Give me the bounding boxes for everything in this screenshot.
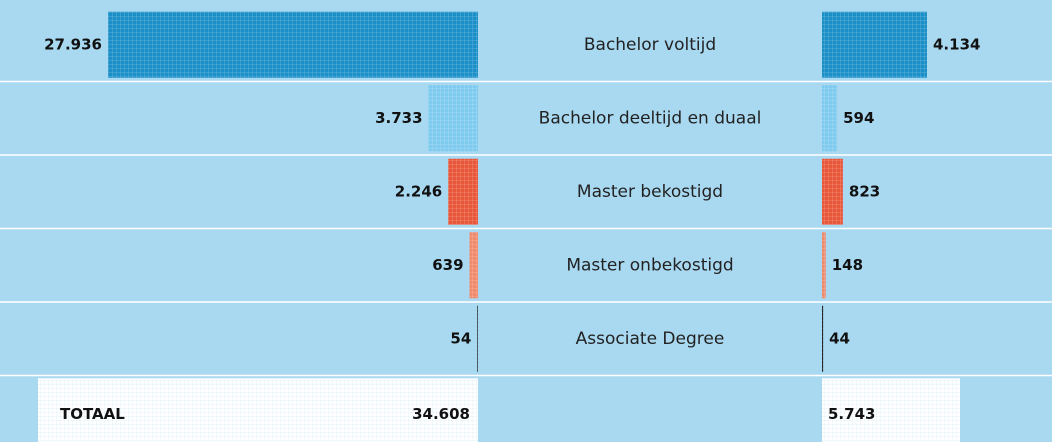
category-label: Associate Degree [576, 329, 725, 349]
total-value: 5.743 [828, 405, 875, 423]
value-label: 27.936 [44, 35, 102, 53]
category-label: Bachelor deeltijd en duaal [539, 108, 762, 128]
bar-texture [822, 305, 824, 372]
total-value: 34.608 [412, 405, 470, 423]
bar-texture [448, 158, 478, 225]
total-texture [822, 378, 960, 442]
category-label: Master onbekostigd [566, 255, 733, 275]
bar-texture [822, 85, 838, 152]
value-label: 594 [843, 109, 874, 127]
bar-texture [822, 158, 843, 225]
bar-texture [108, 11, 478, 78]
value-label: 54 [450, 329, 471, 347]
bar-texture [822, 232, 826, 299]
bar-texture [822, 11, 927, 78]
total-label: TOTAAL [60, 405, 125, 423]
bar-texture [428, 85, 478, 152]
total-texture [38, 378, 478, 442]
value-label: 148 [832, 256, 863, 274]
bar-texture [477, 305, 478, 372]
value-label: 639 [432, 256, 463, 274]
category-label: Master bekostigd [577, 182, 723, 202]
bar-texture [469, 232, 478, 299]
value-label: 823 [849, 182, 880, 200]
value-label: 4.134 [933, 35, 980, 53]
value-label: 3.733 [375, 109, 422, 127]
value-label: 2.246 [395, 182, 442, 200]
value-label: 44 [829, 329, 850, 347]
category-label: Bachelor voltijd [584, 35, 716, 55]
